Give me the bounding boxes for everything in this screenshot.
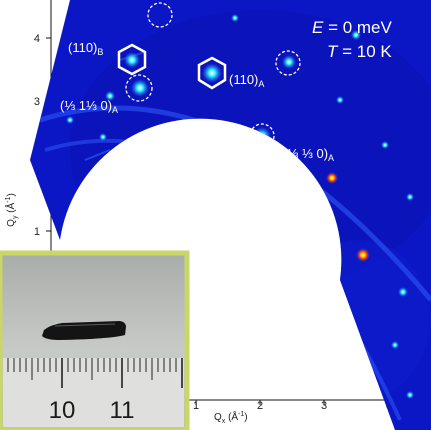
label-110B: (110)B — [68, 40, 103, 57]
peak-spot — [336, 96, 344, 104]
peak-spot — [131, 79, 149, 97]
energy-annotation: E = 0 meV — [312, 18, 393, 37]
peak-spot — [93, 174, 101, 182]
dashed-circle — [249, 123, 275, 149]
peak-spot — [286, 286, 294, 294]
peak-spot — [351, 30, 361, 40]
peak-spot — [318, 308, 326, 316]
ruler — [3, 358, 184, 427]
x-tick-label-1: 1 — [193, 400, 199, 412]
peak-spot — [72, 228, 80, 236]
dashed-circle — [171, 135, 199, 163]
peak-spot — [150, 206, 166, 222]
peak-spot — [326, 172, 338, 184]
peak-spot — [406, 391, 414, 399]
peak-spot — [356, 248, 370, 262]
label-1-one-third-one-third: (1⅓ ⅓ 0)A — [276, 146, 334, 163]
y-axis-label: Qy (Å-1) — [4, 193, 19, 227]
ruler-label-10: 10 — [49, 397, 76, 424]
x-axis-label: Qx (Å-1) — [214, 410, 248, 425]
ruler-ticks — [7, 358, 183, 388]
peak-spot — [282, 55, 296, 69]
y-tick-label-1: 1 — [34, 226, 40, 238]
peak-spot — [256, 236, 264, 244]
dashed-circle — [275, 50, 301, 76]
peak-spot — [296, 216, 304, 224]
x-tick-label-2: 2 — [257, 400, 263, 412]
peak-spot — [348, 360, 356, 368]
peak-spot — [124, 52, 140, 68]
peak-spot — [391, 341, 399, 349]
peak-spot — [406, 193, 414, 201]
dashed-circle — [143, 200, 171, 228]
label-two-thirds-two-thirds: (⅔ ⅔ 0)A — [193, 159, 244, 176]
hexagon-marker-110A — [197, 56, 227, 90]
x-axis-ticks: 1 2 3 4 — [193, 400, 392, 412]
peak-spot — [253, 127, 271, 145]
peak-spot — [381, 141, 389, 149]
label-one-third-1-one-third: (⅓ 1⅓ 0)A — [60, 98, 118, 115]
peak-spot — [105, 91, 115, 101]
hexagon-marker-110B — [117, 43, 147, 76]
dashed-circle-markers — [125, 2, 301, 228]
dashed-circle — [147, 2, 173, 28]
peak-spot — [211, 194, 219, 202]
temperature-annotation: T = 10 K — [327, 42, 392, 61]
peak-spot — [99, 133, 107, 141]
ruler-label-11: 11 — [110, 397, 135, 424]
label-one-third-one-third: (⅓⅓ 0)A — [175, 221, 222, 238]
y-tick-label-4: 4 — [34, 33, 40, 45]
svg-text:Qy (Å-1): Qy (Å-1) — [4, 193, 19, 227]
y-tick-label-3: 3 — [34, 96, 40, 108]
sample-photo-inset: 10 11 — [0, 250, 190, 430]
peak-spot — [231, 14, 239, 22]
peak-spot — [177, 141, 193, 157]
peak-spot — [66, 116, 74, 124]
dashed-circle — [125, 74, 153, 102]
peak-spot — [202, 63, 222, 83]
peak-spot — [398, 287, 408, 297]
label-110A: (110)A — [229, 72, 264, 89]
x-tick-label-3: 3 — [321, 400, 327, 412]
